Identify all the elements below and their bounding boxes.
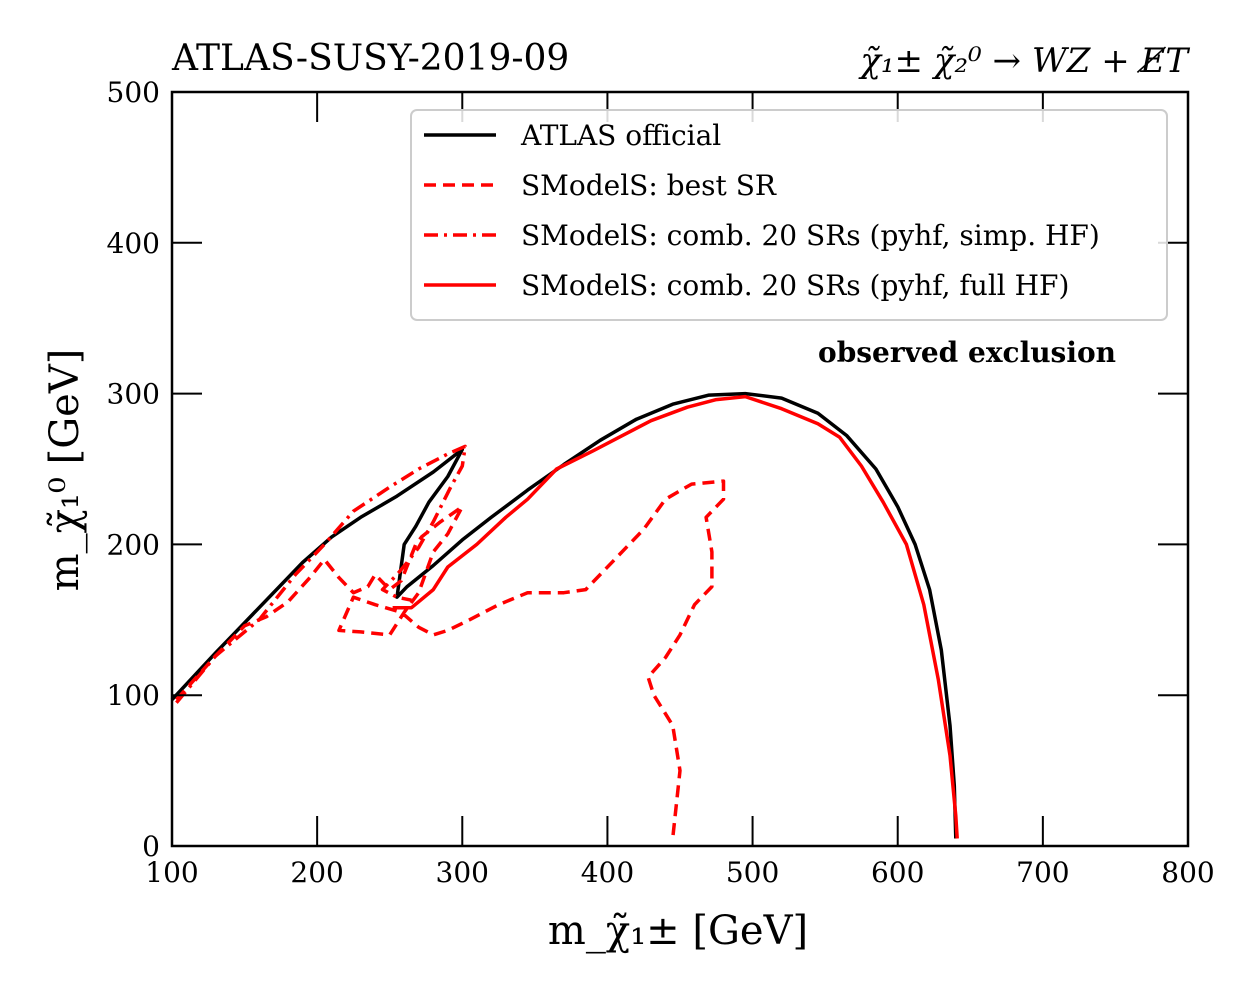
legend-label-0: ATLAS official: [520, 119, 721, 152]
y-tick-label-4: 400: [107, 227, 160, 260]
x-tick-label-0: 100: [145, 856, 198, 889]
y-tick-label-2: 200: [107, 528, 160, 561]
x-tick-label-7: 800: [1161, 856, 1214, 889]
title-left: ATLAS-SUSY-2019-09: [171, 38, 569, 79]
legend-label-1: SModelS: best SR: [521, 169, 777, 202]
plot-frame: [170, 90, 1190, 848]
x-tick-label-3: 400: [581, 856, 634, 889]
x-tick-label-5: 600: [871, 856, 924, 889]
series-line-0: [170, 391, 958, 839]
series-line-2: [175, 444, 467, 704]
x-tick-label-2: 300: [436, 856, 489, 889]
y-tick-label-1: 100: [107, 679, 160, 712]
legend-label-3: SModelS: comb. 20 SRs (pyhf, full HF): [521, 269, 1069, 302]
y-tick-label-3: 300: [107, 378, 160, 411]
legend-label-2: SModelS: comb. 20 SRs (pyhf, simp. HF): [521, 219, 1100, 252]
y-tick-label-0: 0: [142, 830, 160, 863]
legend-frame: [410, 109, 1168, 321]
series-layer: [170, 391, 959, 839]
x-tick-label-1: 200: [290, 856, 343, 889]
legend: ATLAS official SModelS: best SR SModelS: c…: [410, 109, 1168, 321]
y-tick-label-5: 500: [107, 76, 160, 109]
y-axis-label: m_χ̃₁⁰ [GeV]: [42, 349, 88, 592]
x-axis-label: m_χ̃₁± [GeV]: [548, 908, 808, 954]
x-tick-label-6: 700: [1016, 856, 1069, 889]
annotation-observed-exclusion: observed exclusion: [818, 336, 1116, 369]
series-line-3: [392, 394, 959, 839]
x-tick-label-4: 500: [726, 856, 779, 889]
title-right: χ̃₁± χ̃₂⁰ → WZ + E̸T: [858, 41, 1190, 81]
series-line-1: [175, 479, 726, 839]
